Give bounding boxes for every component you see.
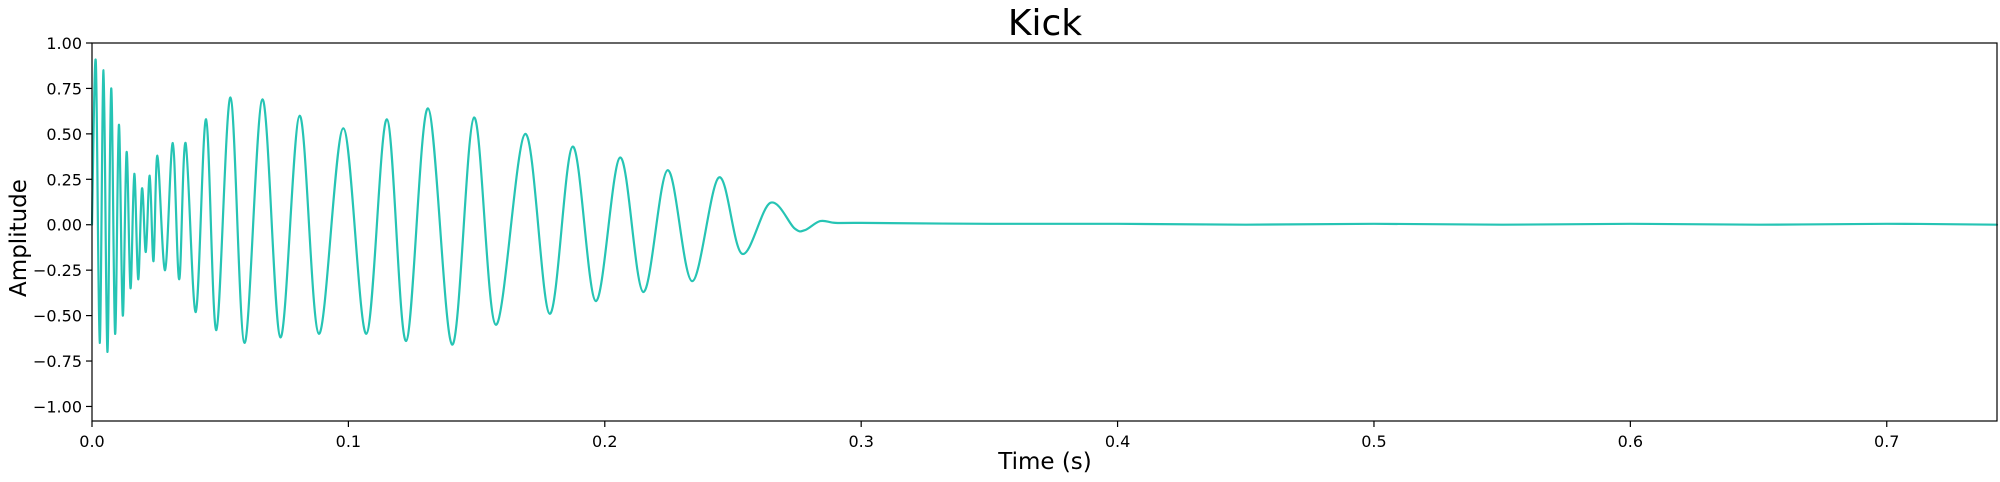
x-tick-label: 0.4	[1105, 432, 1130, 451]
y-tick-label: −0.50	[33, 307, 82, 326]
y-tick-label: −0.25	[33, 261, 82, 280]
y-tick-label: 0.25	[46, 170, 82, 189]
y-tick-label: 1.00	[46, 34, 82, 53]
x-tick-label: 0.1	[336, 432, 361, 451]
x-axis-label: Time (s)	[997, 449, 1092, 475]
y-tick-label: 0.50	[46, 125, 82, 144]
x-axis: 0.0 0.1 0.2 0.3 0.4 0.5 0.6 0.7	[79, 421, 1899, 451]
x-tick-label: 0.5	[1361, 432, 1386, 451]
x-tick-label: 0.3	[848, 432, 873, 451]
x-tick-label: 0.2	[592, 432, 617, 451]
y-axis-label: Amplitude	[6, 179, 32, 297]
x-tick-label: 0.7	[1874, 432, 1899, 451]
x-tick-label: 0.6	[1618, 432, 1643, 451]
y-tick-label: −1.00	[33, 397, 82, 416]
plot-frame	[91, 42, 1998, 422]
y-tick-label: 0.75	[46, 79, 82, 98]
y-axis: 1.00 0.75 0.50 0.25 0.00 −0.25 −0.50 −0.75 −1.00	[33, 34, 92, 416]
x-tick-label: 0.0	[79, 432, 104, 451]
y-tick-label: −0.75	[33, 352, 82, 371]
plot-area	[90, 58, 1999, 354]
y-tick-label: 0.00	[46, 216, 82, 235]
chart-title: Kick	[1008, 3, 1082, 44]
waveform-series	[90, 58, 1999, 354]
